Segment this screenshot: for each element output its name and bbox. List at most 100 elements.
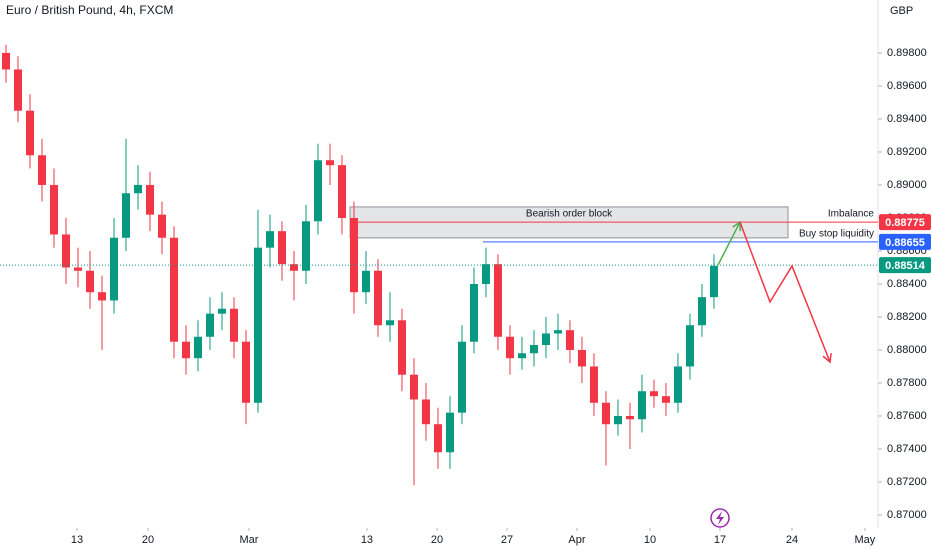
candle-body xyxy=(589,366,598,403)
candle-body xyxy=(553,330,562,334)
y-tick-label: 0.87400 xyxy=(887,443,927,455)
candle-body xyxy=(169,237,178,342)
x-tick-label: 27 xyxy=(501,534,513,546)
candle-body xyxy=(349,217,358,293)
candle-body xyxy=(577,349,586,367)
candle-body xyxy=(421,399,430,425)
candle-body xyxy=(253,247,262,403)
candle-body xyxy=(157,214,166,238)
price-tag xyxy=(879,214,931,231)
replay-icon[interactable] xyxy=(710,508,730,528)
candle-body xyxy=(277,231,286,265)
candle-body xyxy=(541,333,550,346)
candle-body xyxy=(709,265,718,298)
candle-body xyxy=(301,221,310,271)
candle-body xyxy=(241,341,250,403)
x-tick-label: Mar xyxy=(240,534,259,546)
candle-body xyxy=(337,165,346,218)
chart-title: Euro / British Pound, 4h, FXCM xyxy=(6,3,173,17)
candle-body xyxy=(37,155,46,185)
candle-body xyxy=(697,297,706,326)
candle-body xyxy=(229,308,238,342)
candle-body xyxy=(685,325,694,367)
arrow-head xyxy=(822,352,832,364)
candle-body xyxy=(601,402,610,425)
candle-body xyxy=(445,412,454,453)
candle-body xyxy=(181,341,190,359)
candle-body xyxy=(25,110,34,156)
y-tick-label: 0.87000 xyxy=(887,509,927,521)
candle-body xyxy=(613,415,622,425)
arrow-head xyxy=(732,220,741,232)
price-tag-label: 0.88514 xyxy=(885,260,926,272)
y-tick-label: 0.89600 xyxy=(887,80,927,92)
candle-body xyxy=(61,234,70,268)
candle-body xyxy=(85,270,94,293)
candle-body xyxy=(673,366,682,403)
candle-body xyxy=(109,237,118,301)
candle-body xyxy=(517,353,526,359)
candle-body xyxy=(97,292,106,301)
candle-body xyxy=(325,160,334,166)
x-tick-label: 10 xyxy=(644,534,656,546)
candle-body xyxy=(481,264,490,284)
candle-body xyxy=(265,231,274,248)
projection-path xyxy=(739,221,831,363)
projection-path xyxy=(717,221,741,266)
candle-body xyxy=(13,69,22,111)
candle-body xyxy=(529,345,538,354)
candle-body xyxy=(433,424,442,453)
candle-body xyxy=(373,270,382,326)
x-tick-label: May xyxy=(855,534,876,546)
x-tick-label: 20 xyxy=(142,534,154,546)
y-tick-label: 0.88400 xyxy=(887,278,927,290)
candle-body xyxy=(73,267,82,271)
price-tag-label: 0.88775 xyxy=(885,217,925,229)
candle-body xyxy=(385,320,394,326)
price-tag xyxy=(879,257,931,274)
level-label: Buy stop liquidity xyxy=(799,229,874,240)
candle-body xyxy=(469,283,478,342)
y-tick-label: 0.87600 xyxy=(887,410,927,422)
x-tick-label: 13 xyxy=(361,534,373,546)
candle-body xyxy=(1,52,10,70)
price-tag xyxy=(879,233,931,250)
x-tick-label: 20 xyxy=(431,534,443,546)
y-tick-label: 0.88000 xyxy=(887,344,927,356)
x-tick-label: 24 xyxy=(786,534,798,546)
candle-body xyxy=(361,270,370,293)
candle-body xyxy=(133,184,142,194)
candle-body xyxy=(493,264,502,337)
candle-body xyxy=(205,313,214,337)
candle-body xyxy=(565,330,574,350)
candle-body xyxy=(217,308,226,314)
candle-body xyxy=(193,336,202,359)
price-tag-label: 0.88655 xyxy=(885,237,925,249)
x-tick-label: 13 xyxy=(71,534,83,546)
y-tick-label: 0.88200 xyxy=(887,311,927,323)
y-tick-label: 0.89000 xyxy=(887,179,927,191)
y-tick-label: 0.89800 xyxy=(887,47,927,59)
candle-body xyxy=(457,341,466,413)
candle-body xyxy=(313,160,322,222)
candle-body xyxy=(145,184,154,215)
y-tick-label: 0.87200 xyxy=(887,476,927,488)
candle-body xyxy=(649,391,658,397)
candle-body xyxy=(409,374,418,400)
candle-body xyxy=(661,396,670,403)
zone-label: Bearish order block xyxy=(526,209,613,220)
candle-body xyxy=(49,184,58,235)
candle-body xyxy=(289,264,298,271)
currency-label: GBP xyxy=(890,5,913,17)
candle-body xyxy=(637,391,646,420)
x-tick-label: Apr xyxy=(568,534,585,546)
x-tick-label: 17 xyxy=(714,534,726,546)
candle-body xyxy=(397,320,406,375)
candle-body xyxy=(121,193,130,238)
y-tick-label: 0.89400 xyxy=(887,113,927,125)
level-label: Imbalance xyxy=(828,209,875,220)
y-tick-label: 0.89200 xyxy=(887,146,927,158)
candle-body xyxy=(625,415,634,420)
y-tick-label: 0.87800 xyxy=(887,377,927,389)
